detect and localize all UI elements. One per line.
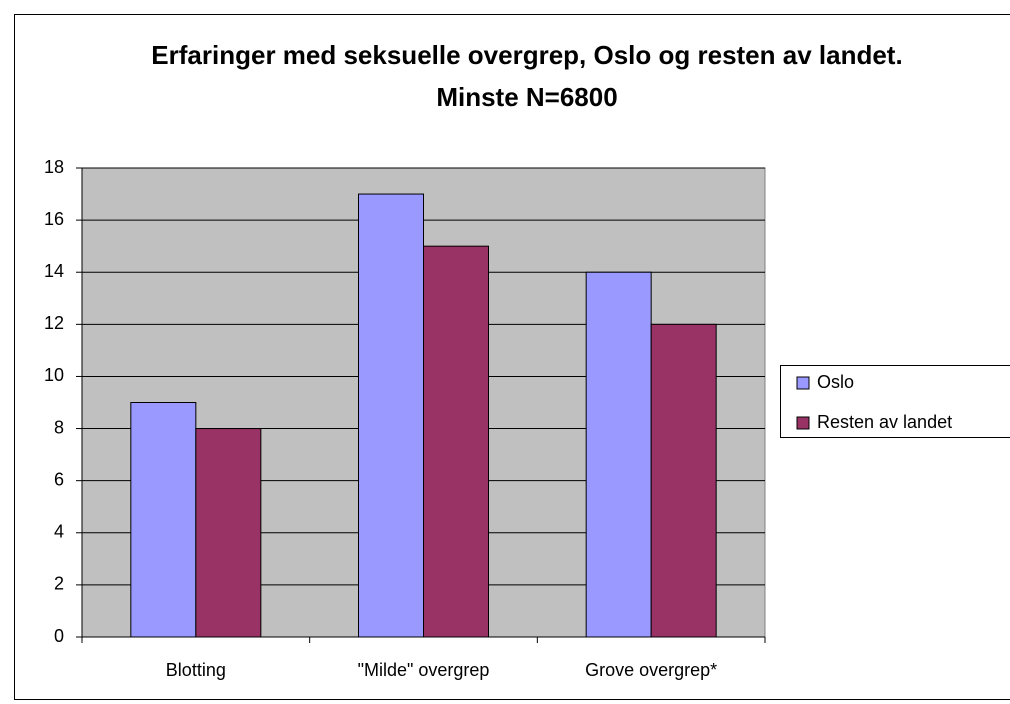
legend-label: Resten av landet [817, 412, 952, 432]
y-tick-label: 18 [44, 157, 64, 177]
bar [650, 323, 717, 638]
legend-swatch [796, 376, 810, 390]
bar [585, 271, 652, 638]
y-tick-label: 0 [54, 626, 64, 646]
y-tick-label: 8 [54, 417, 64, 437]
legend-box [780, 365, 1010, 438]
x-tick-label: Blotting [166, 660, 226, 680]
y-tick-label: 6 [54, 469, 64, 489]
y-tick-label: 10 [44, 365, 64, 385]
bar [195, 428, 262, 638]
x-tick-label: Grove overgrep* [585, 660, 717, 680]
x-tick-label: "Milde" overgrep [358, 660, 490, 680]
y-tick-label: 16 [44, 209, 64, 229]
chart-title: Erfaringer med seksuelle overgrep, Oslo … [151, 40, 903, 112]
legend-label: Oslo [817, 372, 854, 392]
bar [130, 402, 197, 638]
y-tick-label: 14 [44, 261, 64, 281]
y-tick-label: 4 [54, 522, 64, 542]
bar [358, 193, 424, 638]
legend-swatch [796, 416, 810, 430]
y-tick-label: 12 [44, 313, 64, 333]
y-tick-label: 2 [54, 574, 64, 594]
bar [423, 245, 489, 638]
